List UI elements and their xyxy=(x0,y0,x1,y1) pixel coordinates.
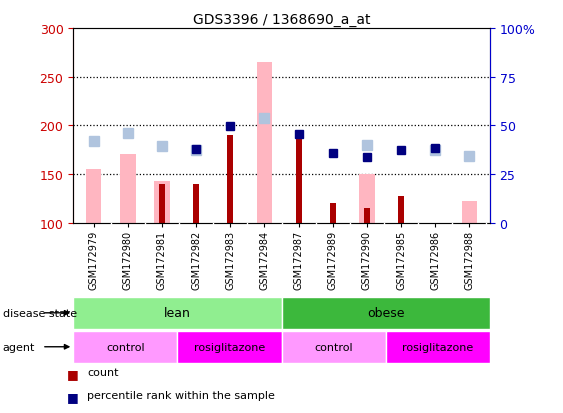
Bar xyxy=(296,135,302,223)
Text: ■: ■ xyxy=(68,367,79,380)
Bar xyxy=(359,174,374,223)
Bar xyxy=(282,297,490,329)
Bar xyxy=(73,331,177,363)
Title: GDS3396 / 1368690_a_at: GDS3396 / 1368690_a_at xyxy=(193,12,370,26)
Bar xyxy=(193,184,199,223)
Text: agent: agent xyxy=(3,342,35,352)
Bar xyxy=(73,297,282,329)
Text: obese: obese xyxy=(367,306,404,320)
Text: ■: ■ xyxy=(68,390,79,403)
Text: lean: lean xyxy=(164,306,191,320)
Text: count: count xyxy=(87,367,119,377)
Bar xyxy=(386,331,490,363)
Text: rosiglitazone: rosiglitazone xyxy=(402,342,473,352)
Text: percentile rank within the sample: percentile rank within the sample xyxy=(87,390,275,400)
Bar xyxy=(120,155,136,223)
Bar xyxy=(398,197,404,223)
Bar xyxy=(257,63,272,223)
Text: disease state: disease state xyxy=(3,308,77,318)
Bar xyxy=(86,170,101,223)
Text: rosiglitazone: rosiglitazone xyxy=(194,342,265,352)
Bar xyxy=(159,184,165,223)
Text: control: control xyxy=(314,342,353,352)
Bar xyxy=(330,204,336,223)
Bar xyxy=(227,135,233,223)
Bar xyxy=(154,181,169,223)
Bar xyxy=(364,209,370,223)
Bar xyxy=(177,331,282,363)
Text: control: control xyxy=(106,342,145,352)
Bar xyxy=(462,202,477,223)
Bar xyxy=(282,331,386,363)
